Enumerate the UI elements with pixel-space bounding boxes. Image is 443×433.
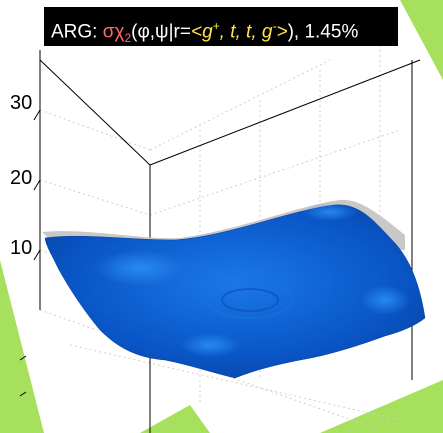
title-g-minus-close: > xyxy=(276,21,288,43)
title-suffix: ), 1.45% xyxy=(287,21,359,43)
z-tick-label-20: 20 xyxy=(10,167,33,189)
panel-corner-bottom xyxy=(140,405,210,433)
z-tick-label-30: 30 xyxy=(10,92,33,114)
title-g-plus: <g xyxy=(190,21,213,43)
z-axis-ticks xyxy=(33,109,41,261)
title-sigma: σχ xyxy=(102,21,125,43)
surface-features xyxy=(95,203,410,357)
panel-corner-left xyxy=(0,260,44,433)
title-g-plus-sup: + xyxy=(212,19,220,33)
title-args: (φ,ψ|r= xyxy=(131,21,191,43)
panel-corner-right-top xyxy=(400,0,443,80)
z-tick-label-10: 10 xyxy=(10,237,33,259)
title-t-t: , t, t, xyxy=(219,21,262,43)
title-g-minus: g xyxy=(261,21,273,43)
title-sigma-sub: 2 xyxy=(124,31,132,46)
chart-title: ARG: σχ2(φ,ψ|r=<g+, t, t, g->), 1.45% xyxy=(44,7,398,46)
title-prefix: ARG: xyxy=(51,21,103,43)
bottom-axis-ticks xyxy=(19,355,151,433)
panel-corner-right-bottom xyxy=(320,380,443,433)
title-g-minus-sup: - xyxy=(272,19,277,33)
